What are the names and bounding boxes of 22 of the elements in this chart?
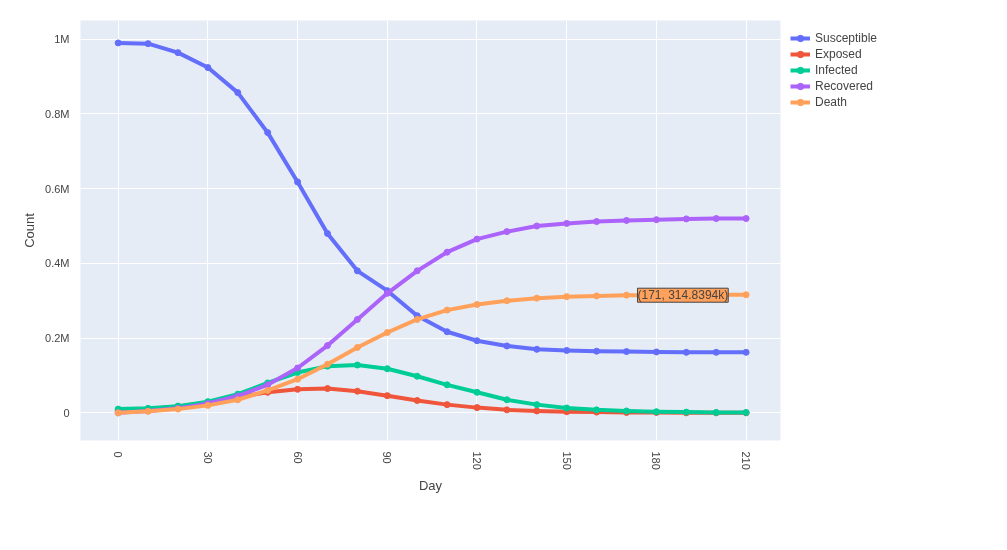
y-tick-label: 0.8M	[45, 107, 70, 120]
x-tick-label: 0	[112, 451, 125, 458]
legend-label: Exposed	[815, 47, 862, 61]
x-tick-label: 60	[291, 451, 304, 464]
legend-label: Recovered	[815, 79, 874, 93]
x-tick-label: 90	[381, 451, 394, 464]
x-tick-label: 30	[201, 451, 214, 464]
x-tick-label: 180	[650, 451, 663, 470]
y-tick-label: 0.4M	[45, 257, 70, 270]
y-tick-label: 0	[63, 406, 70, 419]
y-tick-label: 0.6M	[45, 182, 70, 195]
x-tick-label: 210	[740, 451, 753, 470]
legend-label: Death	[815, 95, 848, 109]
y-axis-title: Count	[22, 212, 38, 248]
annotation: (171, 314.8394k)	[637, 288, 729, 303]
y-tick-label: 0.2M	[45, 332, 70, 345]
legend-label: Infected	[815, 63, 858, 77]
legend-label: Susceptible	[815, 31, 878, 45]
x-axis-title: Day	[418, 477, 443, 493]
x-tick-label: 150	[560, 451, 573, 470]
y-tick-label: 1M	[54, 33, 70, 46]
x-tick-label: 120	[471, 451, 483, 470]
